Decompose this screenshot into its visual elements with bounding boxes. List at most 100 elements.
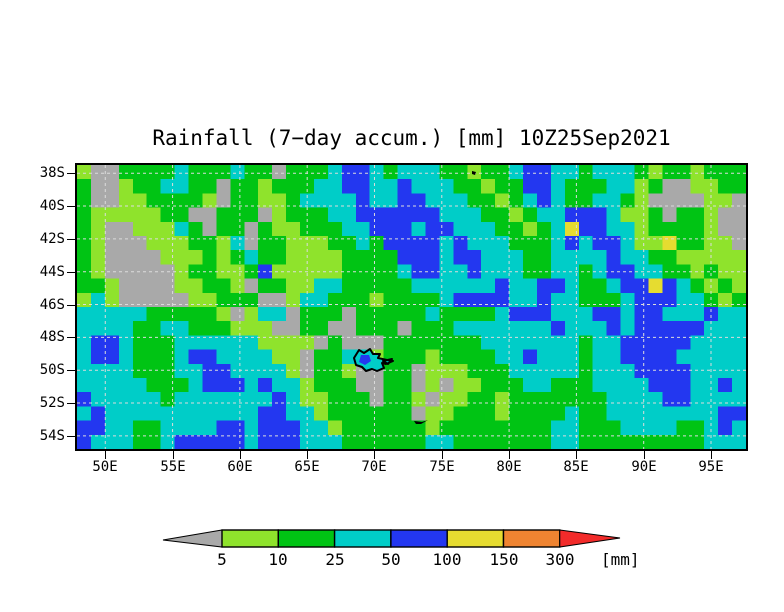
rainfall-cell	[662, 179, 677, 194]
rainfall-cell	[509, 221, 524, 237]
rainfall-cell	[620, 420, 635, 436]
rainfall-cell	[564, 335, 580, 350]
rainfall-cell	[620, 207, 635, 223]
rainfall-cell	[397, 207, 412, 223]
rainfall-cell	[355, 434, 370, 449]
rainfall-cell	[592, 335, 607, 350]
rainfall-cell	[300, 349, 315, 365]
rainfall-cell	[495, 335, 510, 350]
rainfall-cell	[523, 307, 538, 322]
rainfall-cell	[355, 221, 370, 237]
rainfall-cell	[606, 236, 621, 251]
rainfall-cell	[606, 363, 621, 379]
rainfall-cell	[300, 179, 315, 194]
rainfall-cell	[509, 193, 524, 208]
rainfall-cell	[313, 221, 329, 237]
rainfall-cell	[634, 420, 649, 436]
rainfall-cell	[648, 349, 663, 365]
rainfall-cell	[495, 349, 510, 365]
rainfall-cell	[118, 250, 134, 265]
rainfall-cell	[160, 278, 175, 294]
rainfall-cell	[592, 406, 607, 421]
rainfall-cell	[174, 307, 189, 322]
rainfall-cell	[160, 207, 175, 223]
rainfall-cell	[536, 264, 552, 279]
rainfall-cell	[536, 349, 552, 365]
rainfall-cell	[662, 378, 677, 393]
rainfall-cell	[718, 292, 733, 308]
rainfall-cell	[425, 278, 440, 294]
y-axis-tick	[67, 305, 75, 306]
rainfall-cell	[90, 420, 106, 436]
rainfall-cell	[732, 292, 746, 308]
rainfall-cell	[244, 193, 259, 208]
rainfall-cell	[536, 378, 552, 393]
rainfall-cell	[397, 221, 412, 237]
rainfall-cell	[244, 363, 259, 379]
rainfall-cell	[481, 207, 496, 223]
y-axis-label: 54S	[39, 428, 65, 444]
rainfall-cell	[509, 179, 524, 194]
rainfall-cell	[341, 236, 357, 251]
colorbar-unit-label: [mm]	[601, 550, 640, 569]
rainfall-cell	[648, 420, 663, 436]
rainfall-cell	[690, 378, 705, 393]
rainfall-cell	[104, 363, 120, 379]
rainfall-cell	[104, 221, 120, 237]
rainfall-cell	[481, 307, 496, 322]
rainfall-cell	[383, 335, 398, 350]
x-axis-tick	[307, 451, 308, 459]
x-axis-tick	[442, 451, 443, 459]
x-axis-label: 75E	[429, 459, 455, 475]
rainfall-cell	[202, 193, 217, 208]
x-axis-tick	[576, 451, 577, 459]
rainfall-cell	[397, 321, 412, 336]
rainfall-cell	[732, 378, 746, 393]
colorbar-tick-label: 150	[489, 550, 519, 569]
rainfall-cell	[202, 179, 217, 194]
rainfall-cell	[355, 292, 370, 308]
rainfall-cell	[467, 420, 482, 436]
rainfall-cell	[230, 179, 245, 194]
rainfall-cell	[383, 321, 398, 336]
rainfall-cell	[327, 165, 343, 180]
rainfall-cell	[495, 406, 510, 421]
rainfall-cell	[732, 165, 746, 180]
y-axis-tick	[67, 173, 75, 174]
rainfall-cell	[550, 278, 566, 294]
rainfall-cell	[648, 221, 663, 237]
rainfall-cell	[411, 292, 426, 308]
colorbar-segment	[333, 529, 392, 548]
rainfall-cell	[564, 434, 580, 449]
rainfall-cell	[718, 349, 733, 365]
rainfall-cell	[662, 250, 677, 265]
rainfall-cell	[411, 363, 426, 379]
rainfall-cell	[648, 250, 663, 265]
rainfall-cell	[564, 307, 580, 322]
rainfall-cell	[90, 165, 106, 180]
rainfall-cell	[704, 193, 719, 208]
rainfall-cell	[425, 321, 440, 336]
rainfall-cell	[676, 165, 691, 180]
rainfall-cell	[718, 363, 733, 379]
rainfall-cell	[411, 335, 426, 350]
rainfall-cell	[523, 292, 538, 308]
y-axis-label: 40S	[39, 198, 65, 214]
rainfall-cell	[453, 193, 468, 208]
rainfall-cell	[286, 307, 301, 322]
rainfall-cell	[690, 292, 705, 308]
rainfall-cell	[425, 420, 440, 436]
x-axis-tick	[240, 451, 241, 459]
rainfall-cell	[146, 250, 161, 265]
rainfall-cell	[341, 321, 357, 336]
rainfall-cell	[509, 250, 524, 265]
rainfall-cell	[355, 207, 370, 223]
rainfall-cell	[690, 307, 705, 322]
rainfall-cell	[174, 420, 189, 436]
rainfall-cell	[272, 420, 287, 436]
rainfall-cell	[648, 378, 663, 393]
rainfall-cell	[662, 264, 677, 279]
rainfall-cell	[258, 179, 273, 194]
rainfall-cell	[411, 165, 426, 180]
rainfall-cell	[341, 292, 357, 308]
